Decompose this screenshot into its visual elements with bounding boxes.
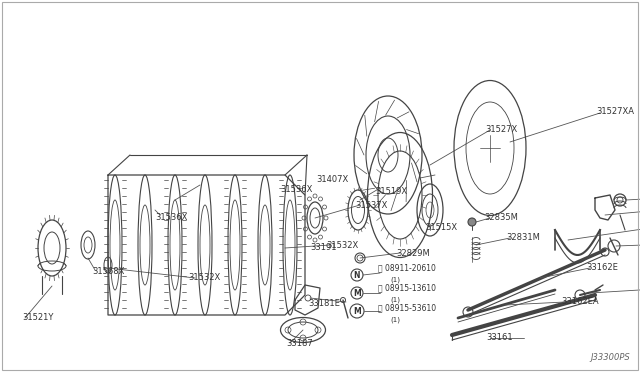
Text: 31532X: 31532X (326, 241, 358, 250)
Text: J33300PS: J33300PS (590, 353, 630, 362)
Text: ⓜ 08915-53610: ⓜ 08915-53610 (378, 304, 436, 312)
Text: 31527XA: 31527XA (596, 108, 634, 116)
Text: 31536X: 31536X (280, 186, 312, 195)
Text: 31519X: 31519X (375, 187, 407, 196)
Text: 31568X: 31568X (92, 267, 124, 276)
Text: (1): (1) (390, 297, 400, 303)
Text: M: M (353, 307, 361, 315)
Text: 31532X: 31532X (188, 273, 220, 282)
Text: 31407X: 31407X (316, 176, 348, 185)
Text: 32829M: 32829M (396, 248, 429, 257)
Text: 31521Y: 31521Y (22, 314, 53, 323)
Text: (1): (1) (390, 317, 400, 323)
Text: 31536X: 31536X (155, 214, 188, 222)
Text: 33162EA: 33162EA (561, 298, 598, 307)
Text: 31537X: 31537X (355, 202, 387, 211)
Text: (1): (1) (390, 277, 400, 283)
Circle shape (468, 218, 476, 226)
Text: 31527X: 31527X (485, 125, 517, 135)
Text: ⓜ 08915-13610: ⓜ 08915-13610 (378, 283, 436, 292)
Text: 33161: 33161 (486, 334, 513, 343)
Text: 32835M: 32835M (484, 214, 518, 222)
Text: 32831M: 32831M (506, 234, 540, 243)
Text: M: M (353, 289, 361, 298)
Text: ⓝ 08911-20610: ⓝ 08911-20610 (378, 263, 436, 273)
Text: 33191: 33191 (310, 244, 337, 253)
Text: 33162E: 33162E (586, 263, 618, 273)
Text: 33187: 33187 (286, 339, 313, 347)
Text: 31515X: 31515X (425, 224, 457, 232)
Text: 33181E: 33181E (308, 298, 340, 308)
Text: N: N (354, 270, 360, 279)
